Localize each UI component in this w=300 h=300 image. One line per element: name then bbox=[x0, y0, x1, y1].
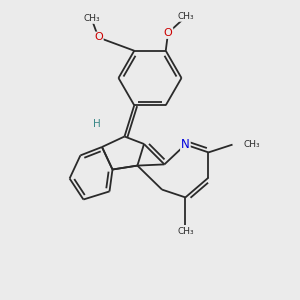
Text: N: N bbox=[181, 138, 190, 151]
Text: O: O bbox=[164, 28, 172, 38]
Text: CH₃: CH₃ bbox=[83, 14, 100, 23]
Text: CH₃: CH₃ bbox=[243, 140, 260, 149]
Text: O: O bbox=[94, 32, 103, 43]
Text: CH₃: CH₃ bbox=[178, 12, 194, 21]
Text: H: H bbox=[93, 119, 101, 129]
Text: CH₃: CH₃ bbox=[177, 226, 194, 236]
